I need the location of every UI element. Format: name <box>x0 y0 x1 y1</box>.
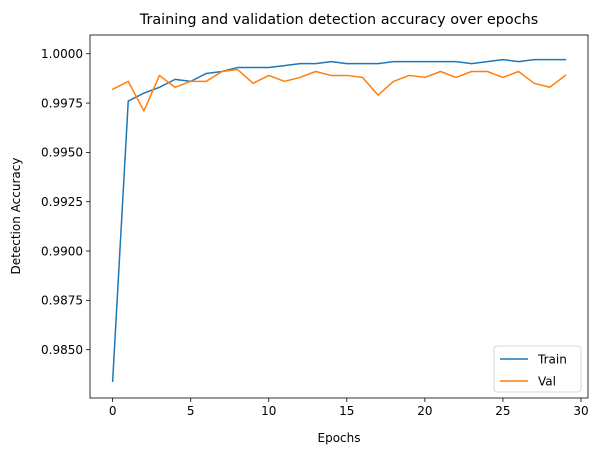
x-axis-ticks: 0 5 10 15 20 25 30 <box>109 398 589 418</box>
x-tick-label: 20 <box>417 404 432 418</box>
x-tick-label: 5 <box>187 404 195 418</box>
y-tick-label: 0.9875 <box>41 294 83 308</box>
y-tick-label: 0.9900 <box>41 244 83 258</box>
series-line-train <box>111 58 567 383</box>
series-line-val <box>111 68 567 112</box>
x-axis-label: Epochs <box>318 431 361 445</box>
legend: Train Val <box>493 345 582 393</box>
x-tick-label: 10 <box>261 404 276 418</box>
x-tick-label: 15 <box>339 404 354 418</box>
legend-train-label: Train <box>537 353 567 367</box>
y-axis-ticks: 0.9850 0.9875 0.9900 0.9925 0.9950 0.9975 1.00… <box>41 47 90 357</box>
x-tick-label: 25 <box>495 404 510 418</box>
plot-frame <box>89 34 589 399</box>
y-tick-label: 0.9975 <box>41 96 83 110</box>
x-tick-label: 0 <box>109 404 117 418</box>
y-tick-label: 0.9950 <box>41 146 83 160</box>
x-tick-label: 30 <box>573 404 588 418</box>
y-axis-label: Detection Accuracy <box>9 158 23 275</box>
chart-title: Training and validation detection accura… <box>139 12 538 28</box>
y-tick-label: 0.9925 <box>41 195 83 209</box>
y-tick-label: 0.9850 <box>41 343 83 357</box>
y-tick-label: 1.0000 <box>41 47 83 61</box>
legend-val-label: Val <box>538 375 556 389</box>
plot-lines <box>111 58 567 383</box>
